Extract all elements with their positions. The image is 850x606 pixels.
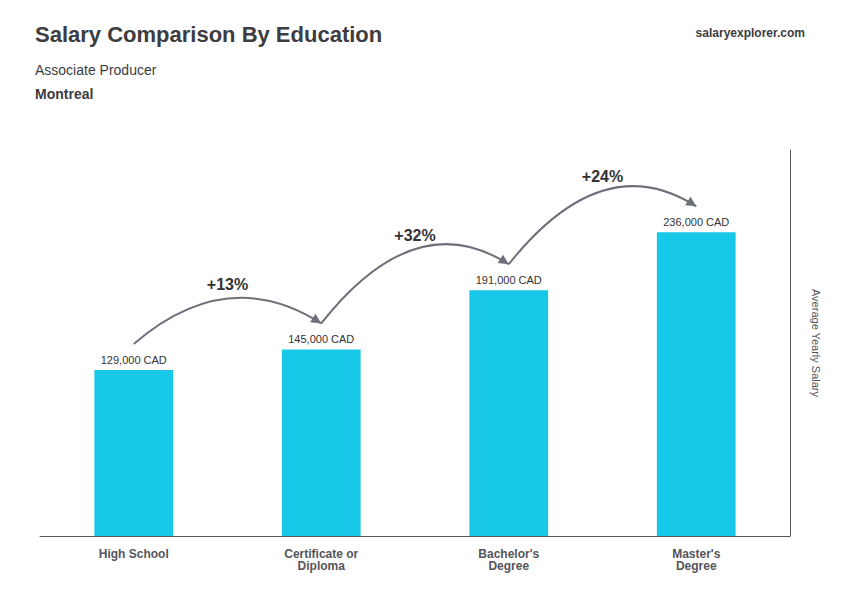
svg-text:191,000 CAD: 191,000 CAD (476, 274, 542, 286)
svg-text:Average Yearly Salary: Average Yearly Salary (810, 289, 822, 398)
svg-text:Degree: Degree (676, 559, 717, 573)
svg-text:salaryexplorer.com: salaryexplorer.com (696, 26, 805, 40)
svg-text:+24%: +24% (582, 168, 623, 185)
svg-text:236,000 CAD: 236,000 CAD (663, 216, 729, 228)
svg-text:Associate Producer: Associate Producer (35, 62, 157, 78)
svg-text:Bachelor's: Bachelor's (478, 547, 540, 561)
svg-text:Salary Comparison By Education: Salary Comparison By Education (35, 22, 382, 47)
svg-text:+13%: +13% (207, 276, 248, 293)
svg-text:145,000 CAD: 145,000 CAD (288, 333, 354, 345)
svg-text:High School: High School (99, 547, 169, 561)
svg-text:Montreal: Montreal (35, 86, 93, 102)
svg-text:+32%: +32% (394, 227, 435, 244)
svg-text:Degree: Degree (488, 559, 529, 573)
svg-text:129,000 CAD: 129,000 CAD (101, 354, 167, 366)
svg-text:Diploma: Diploma (298, 559, 346, 573)
svg-text:Master's: Master's (672, 547, 721, 561)
svg-text:Certificate or: Certificate or (284, 547, 359, 561)
